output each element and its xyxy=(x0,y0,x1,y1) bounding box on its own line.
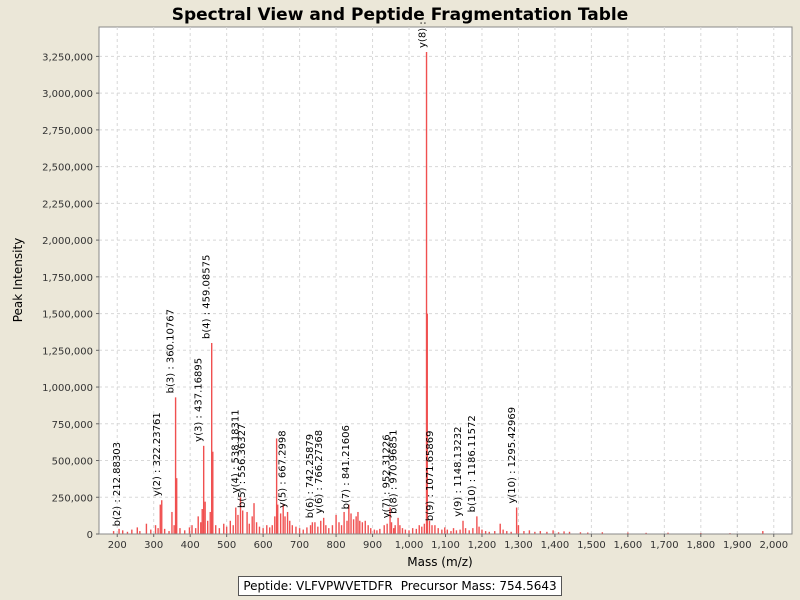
x-tick-label: 1,900 xyxy=(723,540,752,551)
x-tick-label: 1,500 xyxy=(577,540,606,551)
peak-annotation: y(3) : 437.16895 xyxy=(194,358,205,442)
y-tick-label: 1,000,000 xyxy=(42,383,93,394)
x-axis-label: Mass (m/z) xyxy=(407,555,472,569)
x-tick-label: 300 xyxy=(144,540,163,551)
peak-annotation: b(3) : 360.10767 xyxy=(166,309,177,393)
y-tick-label: 500,000 xyxy=(52,457,93,468)
x-tick-label: 200 xyxy=(108,540,127,551)
peptide-info-box: Peptide: VLFVPWVETDFR Precursor Mass: 75… xyxy=(238,576,562,596)
peak-annotations: b(2) : 212.88303 y(2) : 322.23761 b(3) : 3… xyxy=(112,21,518,526)
peak-annotation: b(9) : 1071.65869 xyxy=(425,430,436,521)
x-tick-label: 400 xyxy=(181,540,200,551)
y-tick-label: 2,500,000 xyxy=(42,163,93,174)
y-tick-label: 250,000 xyxy=(52,493,93,504)
x-tick-label: 700 xyxy=(290,540,309,551)
peak-annotation: y(8) : xyxy=(417,21,428,48)
x-tick-label: 600 xyxy=(254,540,273,551)
y-tick-label: 1,500,000 xyxy=(42,310,93,321)
x-tick-label: 1,100 xyxy=(431,540,460,551)
y-axis-label: Peak Intensity xyxy=(11,238,25,323)
y-tick-label: 3,000,000 xyxy=(42,89,93,100)
peak-annotation: y(10) : 1295.42969 xyxy=(507,407,518,504)
peak-annotation: b(8) : 970.96851 xyxy=(388,430,399,514)
peak-annotation: b(5) : 556.36327 xyxy=(237,424,248,508)
peak-annotation: y(7) : 952.31226 xyxy=(382,434,393,518)
x-tick-label: 1,200 xyxy=(468,540,497,551)
peptide-label: Peptide: VLFVPWVETDFR xyxy=(243,579,393,593)
x-tick-label: 800 xyxy=(327,540,346,551)
x-tick-label: 1,400 xyxy=(541,540,570,551)
y-tick-label: 2,000,000 xyxy=(42,236,93,247)
x-tick-label: 500 xyxy=(217,540,236,551)
peak-annotation: b(4) : 459.08575 xyxy=(202,255,213,339)
x-tick-label: 1,600 xyxy=(614,540,643,551)
y-tick-label: 3,250,000 xyxy=(42,52,93,63)
x-tick-label: 1,300 xyxy=(504,540,533,551)
peak-annotation: b(10) : 1186.11572 xyxy=(467,415,478,512)
peak-annotation: y(9) : 1148.13232 xyxy=(453,427,464,517)
x-tick-label: 1,000 xyxy=(395,540,424,551)
precursor-mass-label: Precursor Mass: 754.5643 xyxy=(400,579,557,593)
peak-annotation: b(7) : 841.21606 xyxy=(341,425,352,509)
gridlines xyxy=(99,27,792,535)
x-tick-label: 900 xyxy=(363,540,382,551)
y-axis: 0 250,000 500,000 750,000 1,000,000 1,250,000… xyxy=(42,27,100,541)
y-tick-label: 1,750,000 xyxy=(42,273,93,284)
peak-annotation: y(2) : 322.23761 xyxy=(152,412,163,496)
y-tick-label: 750,000 xyxy=(52,420,93,431)
x-axis: 200 300 400 500 600 700 800 900 1,000 1,100 1,200 1… xyxy=(99,533,792,551)
y-tick-label: 2,250,000 xyxy=(42,199,93,210)
chart-title: Spectral View and Peptide Fragmentation … xyxy=(172,5,629,25)
peak-annotation: y(6) : 766.27368 xyxy=(314,430,325,514)
peak-annotation: y(4) : 538.18311 xyxy=(231,409,242,493)
y-tick-label: 0 xyxy=(87,530,93,541)
peak-annotation: y(5) : 667.2998 xyxy=(278,430,289,508)
x-tick-label: 2,000 xyxy=(759,540,788,551)
peak-annotation: b(2) : 212.88303 xyxy=(112,442,123,526)
x-tick-label: 1,700 xyxy=(650,540,679,551)
x-tick-label: 1,800 xyxy=(686,540,715,551)
y-tick-label: 2,750,000 xyxy=(42,126,93,137)
peak-annotation: b(6) : 742.25879 xyxy=(305,434,316,518)
y-tick-label: 1,250,000 xyxy=(42,346,93,357)
